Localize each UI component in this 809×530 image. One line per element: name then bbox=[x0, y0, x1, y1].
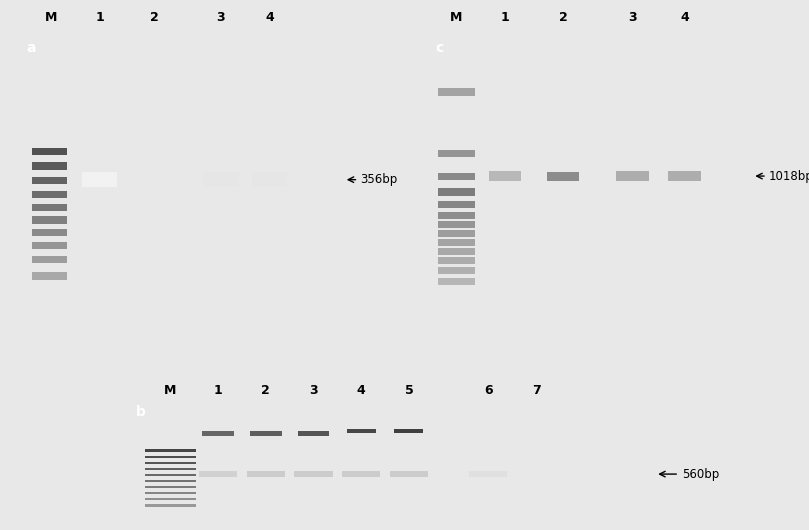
Bar bbox=[438, 239, 475, 246]
Text: 3: 3 bbox=[629, 11, 637, 24]
Bar bbox=[145, 462, 196, 464]
Bar bbox=[438, 173, 475, 180]
Bar bbox=[438, 150, 475, 157]
Bar bbox=[32, 204, 67, 211]
Text: 2: 2 bbox=[150, 11, 159, 24]
Text: M: M bbox=[44, 11, 57, 24]
Text: 3: 3 bbox=[309, 384, 318, 398]
Text: 4: 4 bbox=[680, 11, 688, 24]
Text: 2: 2 bbox=[261, 384, 270, 398]
Text: 356bp: 356bp bbox=[360, 173, 397, 186]
Bar bbox=[547, 172, 579, 181]
Bar bbox=[32, 229, 67, 236]
Bar bbox=[390, 471, 428, 478]
Bar bbox=[438, 212, 475, 219]
Bar bbox=[145, 456, 196, 458]
Text: 1018bp: 1018bp bbox=[769, 170, 809, 182]
Text: 2: 2 bbox=[559, 11, 567, 24]
Bar bbox=[145, 492, 196, 494]
Text: 4: 4 bbox=[357, 384, 366, 398]
Bar bbox=[438, 248, 475, 255]
Bar bbox=[342, 471, 380, 478]
Bar bbox=[32, 272, 67, 279]
Text: 1: 1 bbox=[214, 384, 222, 398]
Bar bbox=[145, 498, 196, 500]
Bar bbox=[438, 257, 475, 264]
Bar bbox=[247, 471, 285, 478]
Bar bbox=[346, 429, 375, 433]
Bar bbox=[394, 429, 423, 433]
Text: 1: 1 bbox=[95, 11, 104, 24]
Bar bbox=[145, 504, 196, 507]
Bar bbox=[145, 468, 196, 470]
Bar bbox=[438, 221, 475, 228]
Bar bbox=[145, 485, 196, 488]
Text: a: a bbox=[27, 41, 36, 55]
Text: 6: 6 bbox=[484, 384, 493, 398]
Bar bbox=[32, 162, 67, 170]
Bar bbox=[489, 171, 521, 181]
Bar bbox=[616, 171, 649, 181]
Text: 1: 1 bbox=[501, 11, 509, 24]
Text: 3: 3 bbox=[217, 11, 225, 24]
Bar bbox=[82, 172, 117, 187]
Bar bbox=[32, 148, 67, 155]
Text: b: b bbox=[136, 405, 146, 419]
Bar bbox=[438, 267, 475, 274]
Bar bbox=[32, 242, 67, 249]
Bar bbox=[199, 471, 237, 478]
Bar bbox=[668, 171, 701, 181]
Text: c: c bbox=[435, 41, 443, 55]
Bar bbox=[299, 431, 329, 436]
Text: 7: 7 bbox=[532, 384, 540, 398]
Bar bbox=[145, 474, 196, 476]
Bar bbox=[438, 89, 475, 96]
Text: 4: 4 bbox=[265, 11, 273, 24]
Text: 560bp: 560bp bbox=[682, 467, 719, 481]
Text: 5: 5 bbox=[404, 384, 413, 398]
Bar bbox=[203, 172, 239, 187]
Bar bbox=[438, 278, 475, 285]
Bar bbox=[145, 480, 196, 482]
Bar bbox=[32, 256, 67, 263]
Bar bbox=[294, 471, 332, 478]
Text: M: M bbox=[164, 384, 176, 398]
Bar bbox=[32, 216, 67, 224]
Bar bbox=[438, 201, 475, 208]
Bar bbox=[32, 177, 67, 184]
Bar bbox=[250, 431, 282, 436]
Bar bbox=[438, 188, 475, 196]
Text: M: M bbox=[450, 11, 463, 24]
Bar bbox=[202, 431, 234, 436]
Bar bbox=[469, 471, 507, 478]
Bar bbox=[32, 191, 67, 198]
Bar bbox=[252, 172, 287, 187]
Bar bbox=[438, 230, 475, 237]
Bar bbox=[145, 449, 196, 452]
